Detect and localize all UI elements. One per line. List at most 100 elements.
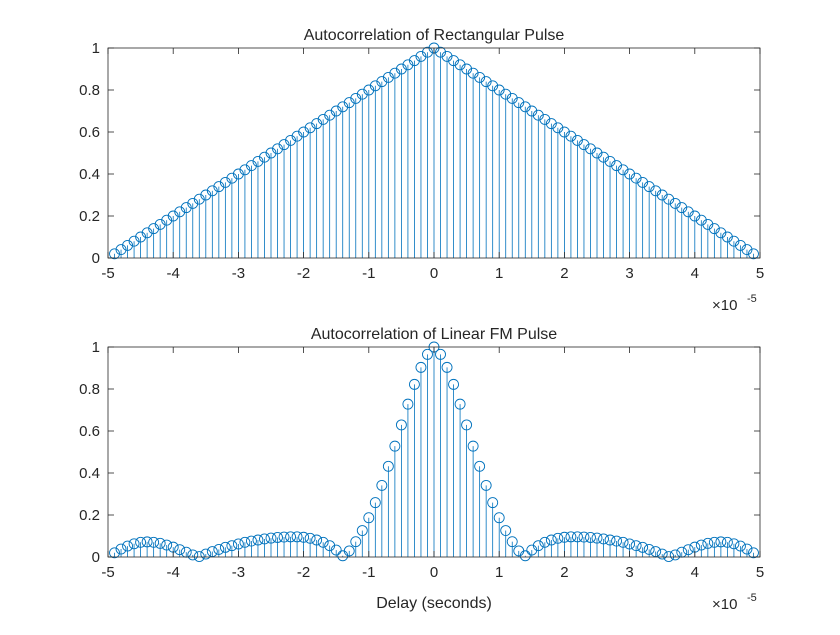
stem-marker <box>585 143 596 155</box>
stem-marker <box>291 130 303 142</box>
stem-marker <box>526 105 538 117</box>
x-tick-label: 2 <box>560 265 568 282</box>
stem-marker <box>148 223 160 235</box>
stem-marker <box>637 541 649 553</box>
stem-marker <box>408 378 420 390</box>
x-tick-label: -2 <box>297 265 310 282</box>
x-tick-label: 2 <box>560 564 568 581</box>
stem-marker <box>539 536 551 548</box>
x-tick-label: 3 <box>625 265 633 282</box>
stem-marker <box>630 172 642 184</box>
y-tick-label: 0.6 <box>79 423 100 440</box>
axes-2: -5 -4 -3 -2 -1 0 1 2 3 4 5 0 0.2 0.4 0.6 0.8 1 Autocorrel… <box>79 326 764 613</box>
stem-marker <box>637 176 649 188</box>
x-tick-label: -3 <box>232 265 245 282</box>
y-tick-label: 0.8 <box>79 82 100 99</box>
stem-marker <box>291 531 303 543</box>
stem-marker <box>402 59 414 71</box>
x-tick-label: -4 <box>167 265 180 282</box>
stem-marker <box>141 227 153 239</box>
stem-marker <box>350 536 362 548</box>
stem-marker <box>448 55 460 67</box>
stem-marker <box>128 538 140 550</box>
stem-marker <box>506 536 518 548</box>
x-tick-label: 0 <box>430 265 438 282</box>
stem-marker <box>734 239 746 251</box>
stem-marker <box>115 543 127 555</box>
stem-marker <box>448 378 460 390</box>
stem-marker <box>219 176 231 188</box>
stem-marker <box>265 147 277 159</box>
x-tick-label: 5 <box>756 265 764 282</box>
stem-marker <box>395 419 407 431</box>
stem-marker <box>174 206 186 218</box>
stem-marker <box>226 172 238 184</box>
stem-marker <box>506 92 518 104</box>
x-tick-label: 4 <box>691 265 699 282</box>
stem-marker <box>461 63 473 75</box>
stem-marker <box>578 531 590 543</box>
stem-marker <box>663 193 675 205</box>
stem-marker <box>200 548 212 560</box>
stem-marker <box>728 538 740 550</box>
stem-marker <box>337 101 349 113</box>
stem-marker <box>317 536 329 548</box>
stem-marker <box>474 460 486 472</box>
stem-marker <box>252 534 264 546</box>
stem-marker <box>702 218 714 230</box>
stem-marker <box>109 547 120 559</box>
stem-marker <box>148 536 160 548</box>
stem-marker <box>487 497 499 509</box>
stem-marker <box>298 531 310 543</box>
stem-marker <box>741 543 753 555</box>
stem-marker <box>213 543 225 555</box>
stem-marker <box>708 223 720 235</box>
stem-marker <box>578 139 590 151</box>
stem-marker <box>532 109 544 121</box>
stem-marker <box>513 97 525 109</box>
stem-marker <box>350 92 362 104</box>
stem-marker <box>669 197 681 209</box>
stem-marker <box>187 197 199 209</box>
stem-marker <box>193 551 205 563</box>
stem-series <box>109 42 759 260</box>
stem-marker <box>558 126 570 138</box>
stem-marker <box>245 535 257 547</box>
stem-marker <box>343 545 355 557</box>
x-exponent-base: ×10 <box>712 297 737 314</box>
stem-marker <box>480 76 492 88</box>
stem-marker <box>676 202 688 214</box>
x-axis-label: Delay (seconds) <box>376 595 492 612</box>
stem-marker <box>571 531 583 543</box>
stem-marker <box>487 80 499 92</box>
stem-marker <box>734 540 746 552</box>
x-tick-label: -5 <box>101 564 114 581</box>
stem-marker <box>454 59 466 71</box>
x-tick-label: 5 <box>756 564 764 581</box>
stem-marker <box>245 160 257 172</box>
x-tick-label: 4 <box>691 564 699 581</box>
stem-marker <box>415 50 427 62</box>
stem-marker <box>532 540 544 552</box>
stem-marker <box>317 113 329 125</box>
stem-marker <box>298 126 310 138</box>
stem-marker <box>748 547 759 559</box>
stem-marker <box>402 398 414 410</box>
x-tick-label: 3 <box>625 564 633 581</box>
y-tick-label: 0.4 <box>79 465 100 482</box>
stem-marker <box>311 534 323 546</box>
stem-marker <box>591 532 603 544</box>
y-tick-label: 0.4 <box>79 166 100 183</box>
stem-marker <box>213 181 225 193</box>
x-tick-label: -2 <box>297 564 310 581</box>
stem-marker <box>422 348 433 360</box>
stem-marker <box>187 549 199 561</box>
stem-marker <box>363 84 375 96</box>
y-tick-label: 0 <box>92 250 100 267</box>
stem-marker <box>369 80 381 92</box>
x-tick-label: -5 <box>101 265 114 282</box>
stem-marker <box>591 147 603 159</box>
stem-marker <box>689 210 701 222</box>
x-exponent: -5 <box>747 293 757 305</box>
stem-marker <box>389 67 401 79</box>
